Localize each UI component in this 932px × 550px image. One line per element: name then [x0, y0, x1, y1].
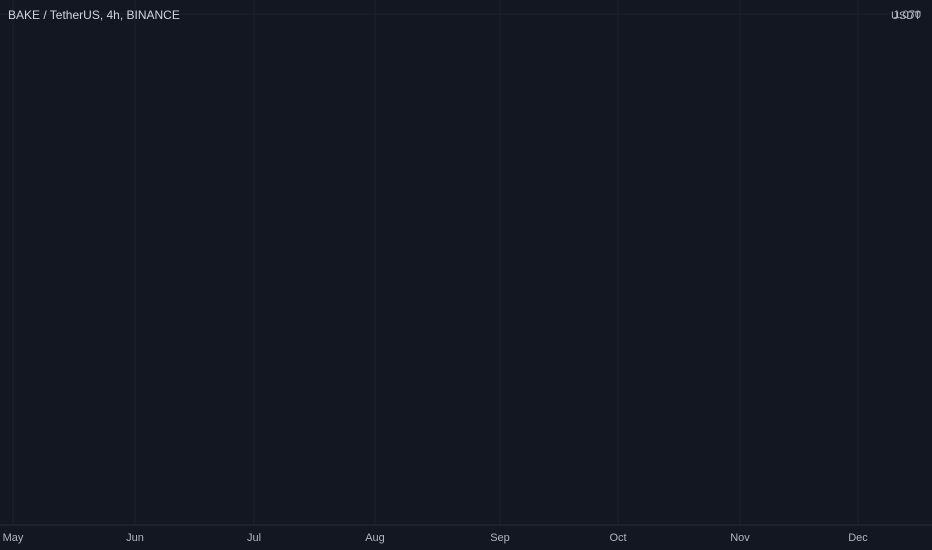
currency-label: USDT [891, 10, 921, 22]
grid [0, 0, 890, 525]
month-label: May [3, 532, 24, 544]
month-label: Dec [848, 532, 868, 544]
month-label: Aug [365, 532, 385, 544]
chart-title: BAKE / TetherUS, 4h, BINANCE [8, 8, 180, 22]
month-label: Sep [490, 532, 510, 544]
month-label: Jun [126, 532, 144, 544]
month-label: Jul [247, 532, 261, 544]
month-label: Oct [609, 532, 626, 544]
month-label: Nov [730, 532, 750, 544]
time-axis[interactable]: May Jun Jul Aug Sep Oct Nov Dec [0, 524, 932, 544]
price-axis[interactable]: 13.00011.0009.0007.5006.5005.5004.5003.9… [887, 0, 921, 22]
price-tick-label: 1.070 [893, 9, 921, 21]
